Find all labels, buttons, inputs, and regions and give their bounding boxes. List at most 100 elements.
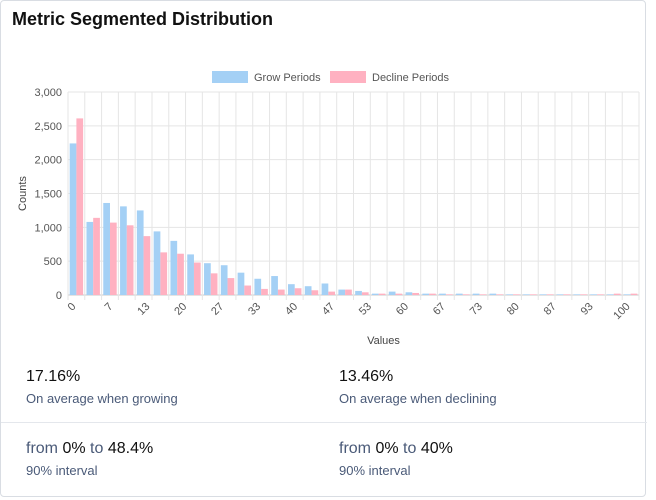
grow-bar [523, 294, 530, 295]
decline-interval-from: from [339, 440, 371, 457]
grow-bar [321, 283, 329, 295]
grow-bar [355, 290, 362, 295]
x-tick-label: 80 [505, 301, 522, 318]
decline-bar [445, 294, 453, 295]
grow-bar [69, 143, 77, 295]
grow-bar [254, 278, 262, 295]
grow-bar [590, 294, 598, 295]
x-axis-label: Values [367, 335, 400, 347]
y-axis-label: Counts [17, 176, 29, 211]
x-tick-label: 40 [283, 301, 300, 318]
decline-bar [378, 293, 386, 295]
decline-bar [613, 293, 621, 295]
grow-bar [103, 202, 110, 295]
decline-interval: from 0% to 40% [339, 440, 453, 458]
grow-bar [539, 294, 547, 295]
legend-grow-swatch [212, 71, 248, 83]
grow-bar [187, 254, 194, 295]
grow-interval-from: from [26, 440, 58, 457]
grow-average-value: 17.16% [26, 368, 81, 385]
x-tick-label: 87 [542, 301, 559, 318]
decline-bar [479, 294, 487, 295]
decline-bar [244, 285, 252, 295]
stats-divider [1, 422, 647, 423]
x-tick-label: 60 [394, 301, 411, 318]
legend-decline-swatch [330, 71, 366, 83]
grow-bar [271, 276, 278, 295]
x-tick-label: 93 [579, 301, 596, 318]
decline-bar [630, 293, 638, 295]
decline-bar [261, 288, 268, 295]
grow-interval-high: 48.4% [107, 440, 154, 457]
decline-bar [76, 118, 84, 295]
grow-interval: from 0% to 48.4% [26, 440, 153, 458]
y-tick-label: 2,000 [34, 155, 62, 167]
grow-bar [86, 221, 94, 295]
decline-bar [210, 273, 218, 295]
grow-bar [371, 293, 379, 295]
x-tick-label: 100 [611, 301, 632, 322]
x-tick-label: 47 [320, 301, 337, 318]
decline-average-value: 13.46% [339, 368, 394, 385]
x-tick-label: 73 [468, 301, 485, 318]
decline-bar [361, 292, 369, 295]
decline-interval-low: 0% [375, 440, 399, 457]
grow-average-caption: On average when growing [26, 391, 178, 406]
decline-bar [328, 291, 336, 295]
grow-bar [120, 206, 127, 295]
decline-interval-high: 40% [420, 440, 453, 457]
decline-bar [277, 289, 285, 295]
grow-bar [573, 294, 581, 295]
grow-bar [338, 289, 346, 295]
decline-bar [345, 289, 352, 295]
decline-bar [546, 294, 554, 295]
decline-interval-caption: 90% interval [339, 463, 411, 478]
grow-interval-low: 0% [62, 440, 86, 457]
decline-bar [294, 288, 302, 295]
grow-bar [136, 210, 144, 295]
grow-bar [506, 294, 514, 295]
y-tick-label: 3,000 [34, 87, 62, 99]
x-tick-label: 20 [172, 301, 189, 318]
decline-bar [193, 262, 201, 295]
decline-average-caption: On average when declining [339, 391, 497, 406]
decline-bar [529, 294, 537, 295]
decline-bar [429, 293, 436, 295]
decline-bar [227, 278, 235, 295]
grow-bar [556, 294, 564, 295]
decline-bar [177, 253, 184, 295]
decline-bar [395, 293, 403, 295]
grow-bar [288, 284, 295, 295]
grow-bar [220, 265, 228, 295]
decline-bar [109, 222, 117, 295]
decline-bar [496, 294, 503, 295]
chart-title: Metric Segmented Distribution [12, 9, 274, 29]
grow-bar [304, 286, 312, 295]
grow-bar [455, 293, 463, 295]
grow-bar [204, 263, 211, 295]
grow-bar [607, 294, 614, 295]
grow-interval-to: to [90, 440, 104, 457]
grow-bar [472, 293, 480, 295]
grow-bar [439, 293, 446, 295]
grow-bar [388, 291, 396, 295]
x-tick-label: 27 [209, 301, 226, 318]
x-tick-label: 33 [246, 301, 263, 318]
decline-bar [126, 225, 134, 295]
y-tick-label: 500 [44, 256, 62, 268]
decline-bar [462, 294, 470, 295]
decline-bar [93, 217, 100, 295]
grow-bar [405, 292, 413, 295]
x-tick-label: 67 [431, 301, 448, 318]
y-tick-label: 1,000 [34, 222, 62, 234]
grow-bar [237, 272, 245, 295]
distribution-chart: 0 500 1,000 1,500 2,000 2,500 3,000 0 7 13 20 27 33 4… [17, 71, 640, 347]
grow-bar [489, 293, 497, 295]
decline-bar [597, 294, 604, 295]
y-tick-label: 2,500 [34, 121, 62, 133]
grow-bar [623, 294, 631, 295]
decline-bar [160, 252, 168, 295]
decline-bar [513, 294, 520, 295]
x-tick-label: 7 [103, 301, 116, 314]
